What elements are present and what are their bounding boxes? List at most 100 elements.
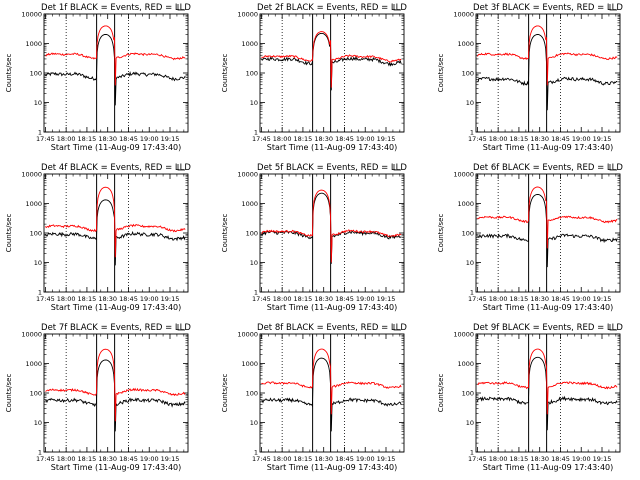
legend-mark [393,324,401,331]
x-tick-label: 19:00 [572,455,591,463]
y-axis-label: Counts/sec [221,374,229,413]
lld-series-line [477,25,618,86]
events-series-line [477,193,618,268]
events-series-line [477,34,618,111]
y-tick-label: 1000 [457,200,474,208]
x-tick-label: 18:15 [294,295,313,303]
y-tick-label: 100 [246,230,258,238]
x-tick-label: 19:00 [140,135,159,143]
x-tick-label: 18:00 [273,455,292,463]
panel-det-8: Det 8f BLACK = Events, RED = LLD 1 10 100 10… [221,323,407,472]
lld-series-line [45,25,186,86]
y-tick-label: 1 [38,449,42,457]
panel-det-6: Det 6f BLACK = Events, RED = LLD 1 10 100 10… [437,163,623,312]
x-tick-label: 18:30 [314,135,333,143]
legend-mark [609,4,617,11]
x-tick-label: 18:15 [294,455,313,463]
y-tick-label: 10000 [237,331,258,339]
panel-det-9: Det 9f BLACK = Events, RED = LLD 1 10 100 10… [437,323,623,472]
y-tick-label: 100 [246,390,258,398]
x-tick-label: 19:15 [377,135,396,143]
x-tick-label: 17:45 [468,135,487,143]
panel-title: Det 3f BLACK = Events, RED = LLD [473,3,623,13]
y-tick-label: 10000 [21,331,42,339]
x-axis-label: Start Time (11-Aug-09 17:43:40) [267,303,398,312]
x-tick-label: 18:45 [551,455,570,463]
lld-series-line [261,189,402,263]
y-tick-label: 10 [250,99,258,107]
x-tick-label: 19:15 [593,455,612,463]
x-tick-label: 18:15 [78,455,97,463]
x-tick-label: 19:00 [140,455,159,463]
x-tick-label: 18:00 [489,295,508,303]
y-tick-label: 1000 [25,360,42,368]
x-tick-label: 18:00 [57,135,76,143]
y-axis-label: Counts/sec [221,54,229,93]
x-tick-label: 18:00 [273,135,292,143]
events-series-line [45,359,186,432]
y-tick-label: 10000 [453,11,474,19]
y-tick-label: 100 [462,390,474,398]
x-tick-label: 18:15 [510,455,529,463]
x-axis-label: Start Time (11-Aug-09 17:43:40) [483,143,614,152]
x-tick-label: 18:15 [78,295,97,303]
panel-det-7: Det 7f BLACK = Events, RED = LLD 1 10 100 10… [5,323,191,472]
plot-frame [43,333,189,453]
y-axis-label: Counts/sec [5,214,13,253]
x-tick-label: 19:15 [377,455,396,463]
y-axis-label: Counts/sec [5,374,13,413]
legend-mark [393,164,401,171]
y-tick-label: 1000 [457,40,474,48]
y-tick-label: 10000 [21,171,42,179]
events-series-line [45,33,186,106]
panel-det-4: Det 4f BLACK = Events, RED = LLD 1 10 100 10… [5,163,191,312]
y-tick-label: 1 [254,289,258,297]
y-tick-label: 10 [466,99,474,107]
x-tick-label: 18:45 [119,135,138,143]
x-tick-label: 18:00 [57,295,76,303]
x-tick-label: 18:45 [335,135,354,143]
events-series-line [476,356,618,431]
y-tick-label: 100 [30,230,42,238]
x-tick-label: 18:30 [530,295,549,303]
x-tick-label: 17:45 [36,135,55,143]
y-tick-label: 1000 [241,360,258,368]
x-tick-label: 18:00 [57,455,76,463]
x-axis-label: Start Time (11-Aug-09 17:43:40) [51,143,182,152]
panel-det-5: Det 5f BLACK = Events, RED = LLD 1 10 100 10… [221,163,407,312]
x-tick-label: 18:45 [335,455,354,463]
y-tick-label: 10 [250,259,258,267]
y-axis-label: Counts/sec [5,54,13,93]
y-tick-label: 10 [250,419,258,427]
y-tick-label: 10000 [453,171,474,179]
y-tick-label: 10 [466,259,474,267]
x-tick-label: 19:00 [356,455,375,463]
lld-series-line [261,31,402,88]
y-tick-label: 1000 [457,360,474,368]
x-tick-label: 17:45 [252,295,271,303]
events-series-line [261,32,402,91]
y-tick-label: 1 [254,129,258,137]
x-tick-label: 19:15 [161,135,180,143]
x-tick-label: 18:15 [510,135,529,143]
y-tick-label: 10000 [21,11,42,19]
x-tick-label: 18:30 [530,135,549,143]
y-tick-label: 10 [466,419,474,427]
y-tick-label: 1 [470,289,474,297]
y-tick-label: 1000 [25,40,42,48]
panel-det-3: Det 3f BLACK = Events, RED = LLD 1 10 100 10… [437,3,623,152]
legend-mark [393,4,401,11]
y-tick-label: 10 [34,419,42,427]
x-tick-label: 18:30 [98,135,117,143]
x-tick-label: 19:00 [356,295,375,303]
panel-title: Det 8f BLACK = Events, RED = LLD [257,323,407,333]
events-series-line [45,199,186,266]
y-tick-label: 100 [462,70,474,78]
legend-mark [609,324,617,331]
legend-mark [177,164,185,171]
panel-det-2: Det 2f BLACK = Events, RED = LLD 1 10 100 10… [221,3,407,152]
x-tick-label: 17:45 [36,455,55,463]
legend-mark [177,324,185,331]
panel-title: Det 1f BLACK = Events, RED = LLD [41,3,191,13]
